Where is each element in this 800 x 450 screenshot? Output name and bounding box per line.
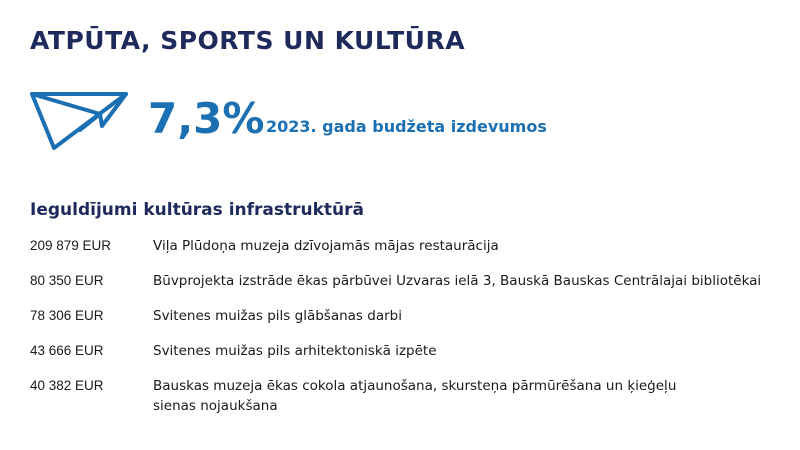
item-description: Svitenes muižas pils glābšanas darbi	[153, 306, 794, 326]
item-description: Būvprojekta izstrāde ēkas pārbūvei Uzvar…	[153, 271, 794, 291]
item-description: Bauskas muzeja ēkas cokola atjaunošana, …	[153, 376, 794, 416]
list-item: 80 350 EUR Būvprojekta izstrāde ēkas pār…	[30, 271, 794, 291]
item-amount: 43 666 EUR	[30, 343, 104, 358]
list-item: 40 382 EUR Bauskas muzeja ēkas cokola at…	[30, 376, 794, 416]
item-amount: 40 382 EUR	[30, 378, 104, 393]
item-description-line: Viļa Plūdoņa muzeja dzīvojamās mājas res…	[153, 238, 499, 254]
page-title: ATPŪTA, SPORTS UN KULTŪRA	[30, 26, 466, 55]
budget-share-label: 2023. gada budžeta izdevumos	[266, 117, 547, 136]
item-description-line: Bauskas muzeja ēkas cokola atjaunošana, …	[153, 378, 677, 394]
item-description-line: Svitenes muižas pils arhitektoniskā izpē…	[153, 343, 437, 359]
item-description-line: sienas nojaukšana	[153, 398, 278, 414]
list-item: 43 666 EUR Svitenes muižas pils arhitekt…	[30, 341, 794, 361]
list-item: 209 879 EUR Viļa Plūdoņa muzeja dzīvojam…	[30, 236, 794, 256]
list-item: 78 306 EUR Svitenes muižas pils glābšana…	[30, 306, 794, 326]
section-heading: Ieguldījumi kultūras infrastruktūrā	[30, 200, 364, 220]
item-description: Svitenes muižas pils arhitektoniskā izpē…	[153, 341, 794, 361]
item-description-line: Būvprojekta izstrāde ēkas pārbūvei Uzvar…	[153, 273, 762, 289]
budget-share-value: 7,3%	[148, 94, 265, 143]
paper-plane-icon	[30, 92, 128, 150]
item-amount: 209 879 EUR	[30, 238, 112, 253]
investment-list: 209 879 EUR Viļa Plūdoņa muzeja dzīvojam…	[30, 236, 794, 431]
item-amount: 78 306 EUR	[30, 308, 104, 323]
item-amount: 80 350 EUR	[30, 273, 104, 288]
item-description: Viļa Plūdoņa muzeja dzīvojamās mājas res…	[153, 236, 794, 256]
item-description-line: Svitenes muižas pils glābšanas darbi	[153, 308, 402, 324]
